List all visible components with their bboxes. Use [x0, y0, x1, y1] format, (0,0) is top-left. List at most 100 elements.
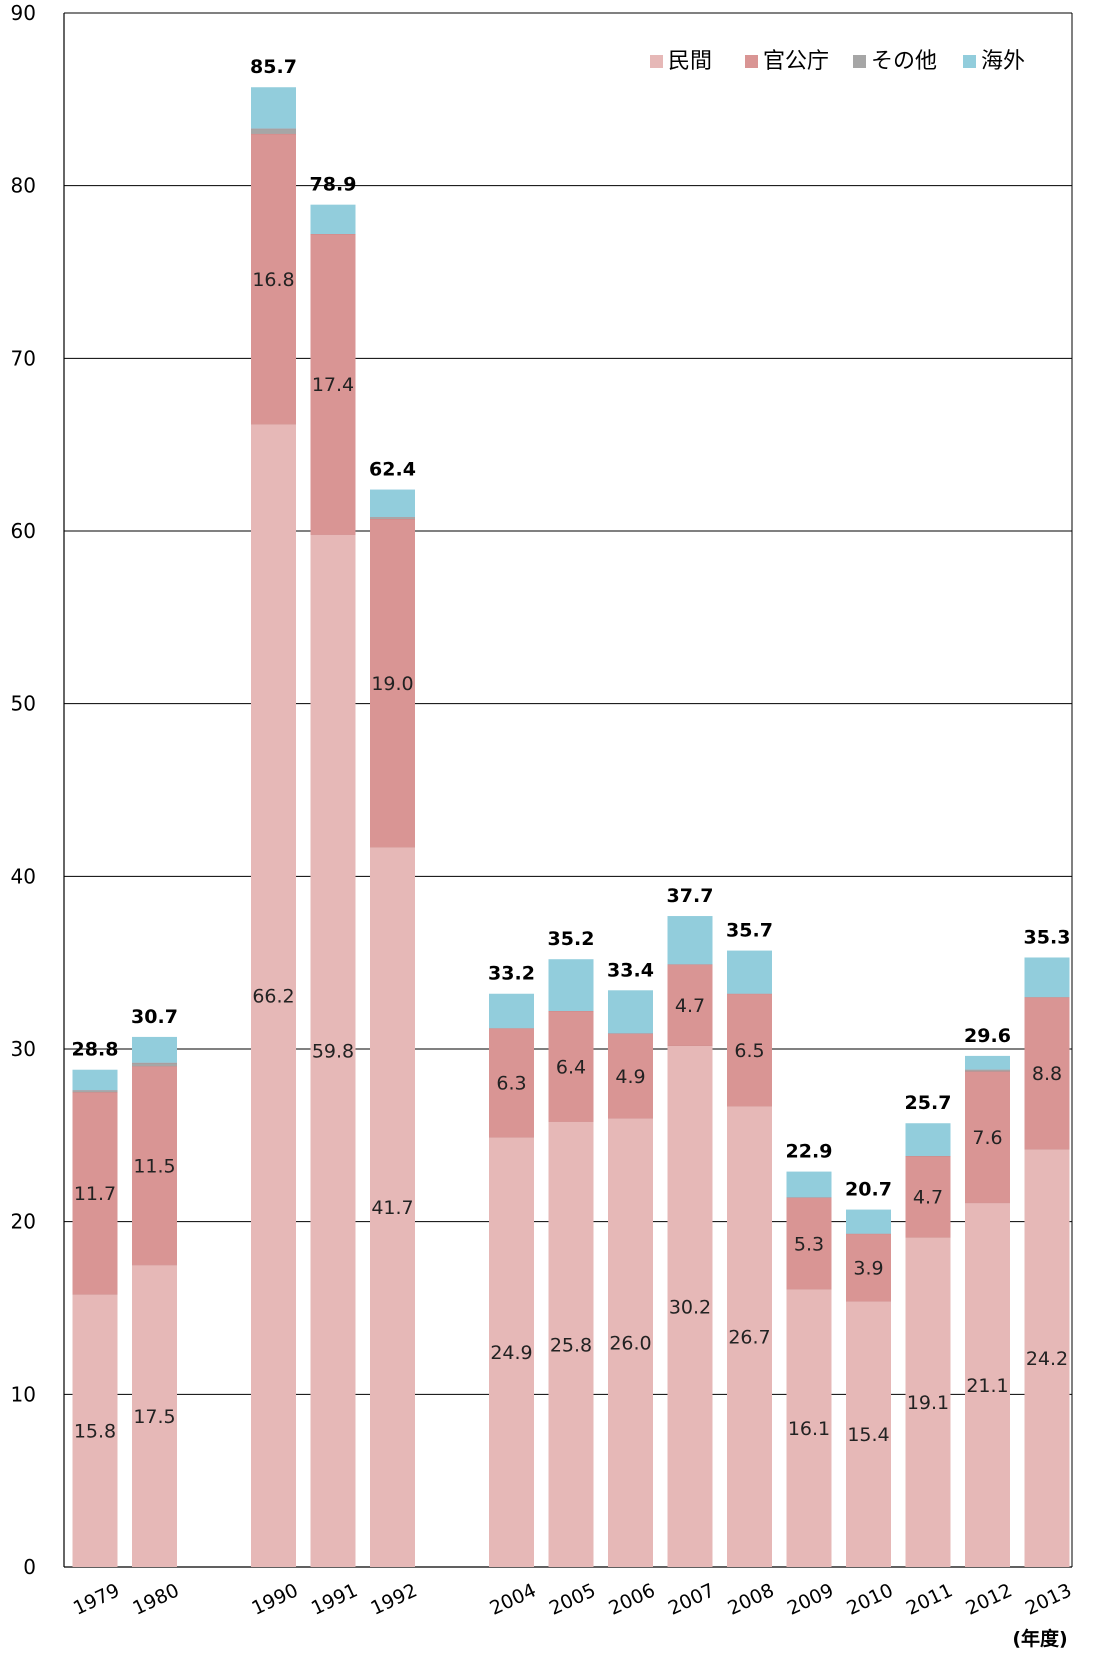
bar-segment [548, 1121, 594, 1567]
total-value-label: 28.8 [72, 1039, 119, 1061]
legend-entry: その他 [871, 49, 937, 74]
bar-segment [965, 1071, 1010, 1203]
segment-value-label: 30.2 [669, 1296, 711, 1318]
bar-segment [846, 1301, 891, 1567]
legend-entry: 海外 [981, 49, 1025, 74]
total-value-label: 30.7 [131, 1006, 178, 1028]
y-tick-label: 40 [11, 864, 36, 888]
bar-segment [905, 1156, 951, 1238]
total-value-label: 33.2 [488, 963, 535, 985]
bar-segment [965, 1069, 1010, 1072]
bar-segment [132, 1066, 177, 1265]
segment-value-label: 7.6 [972, 1127, 1002, 1149]
bar-segment [727, 950, 772, 994]
segment-value-label: 16.8 [252, 269, 294, 291]
total-value-label: 29.6 [964, 1025, 1011, 1047]
bar-segment [489, 1028, 534, 1138]
x-tick-label: 1990 [248, 1579, 301, 1619]
x-tick-label: 2006 [605, 1579, 658, 1619]
segment-value-label: 21.1 [966, 1375, 1008, 1397]
bar-segment [370, 518, 415, 847]
segment-value-label: 11.5 [133, 1156, 175, 1178]
segment-value-label: 11.7 [74, 1183, 116, 1205]
segment-value-label: 26.0 [609, 1333, 651, 1355]
segment-value-label: 66.2 [252, 985, 294, 1007]
segment-value-label: 15.8 [74, 1421, 116, 1443]
bar-segment [786, 1197, 832, 1290]
y-tick-label: 50 [11, 692, 36, 716]
bar-segment [72, 1090, 118, 1093]
bar-segment [251, 128, 296, 134]
segment-value-label: 4.9 [615, 1066, 645, 1088]
segment-value-label: 6.3 [496, 1073, 526, 1095]
x-tick-label: 1979 [70, 1579, 123, 1619]
segment-value-label: 41.7 [371, 1197, 413, 1219]
segment-value-label: 24.9 [490, 1342, 532, 1364]
segment-value-label: 59.8 [312, 1041, 354, 1063]
total-value-label: 78.9 [310, 174, 357, 196]
bar-segment [905, 1123, 951, 1157]
legend-swatch [650, 55, 663, 68]
bar-segment [310, 204, 356, 235]
segment-value-label: 3.9 [853, 1257, 883, 1279]
bar-segment [132, 1036, 177, 1063]
total-value-label: 35.3 [1024, 926, 1071, 948]
legend-swatch [963, 55, 976, 68]
bar-segment [489, 1137, 534, 1567]
legend-swatch [853, 55, 866, 68]
bar-segment [489, 993, 534, 1029]
total-value-label: 35.7 [726, 920, 773, 942]
total-value-label: 35.2 [548, 928, 595, 950]
segment-value-label: 24.2 [1026, 1348, 1068, 1370]
y-tick-label: 90 [11, 1, 36, 25]
segment-value-label: 25.8 [550, 1334, 592, 1356]
segment-value-label: 4.7 [913, 1187, 943, 1209]
bar-segment [1024, 1149, 1070, 1567]
bar-segment [965, 1202, 1010, 1567]
bar-segment [251, 423, 296, 1567]
y-tick-label: 60 [11, 519, 36, 543]
x-tick-label: 2008 [724, 1579, 777, 1619]
x-tick-label: 2009 [784, 1579, 837, 1619]
segment-value-label: 19.0 [371, 673, 413, 695]
total-value-label: 33.4 [607, 959, 654, 981]
bar-segment [786, 1171, 832, 1198]
total-value-label: 22.9 [786, 1141, 833, 1163]
bar-segment [251, 133, 296, 424]
segment-value-label: 8.8 [1032, 1063, 1062, 1085]
x-tick-label: 2013 [1022, 1579, 1075, 1619]
bar-segment [548, 959, 594, 1012]
y-tick-label: 70 [11, 346, 36, 370]
x-tick-label: 1980 [129, 1579, 182, 1619]
bar-segment [905, 1237, 951, 1567]
legend-entry: 民間 [668, 49, 712, 74]
bar-segment [370, 489, 415, 518]
bar-segment [667, 964, 713, 1046]
legend-entry: 官公庁 [763, 49, 829, 74]
segment-value-label: 6.4 [556, 1056, 586, 1078]
bar-segment [667, 916, 713, 965]
bar-segment [251, 87, 296, 129]
bar-segment [846, 1209, 891, 1234]
bar-segment [1024, 997, 1070, 1150]
total-value-label: 20.7 [845, 1179, 892, 1201]
bar-segment [727, 993, 772, 1106]
bar-segment [310, 534, 356, 1567]
x-unit-label: (年度) [1012, 1627, 1067, 1650]
bar-segment [1024, 957, 1070, 998]
y-tick-label: 0 [23, 1555, 36, 1579]
bar-segment [846, 1233, 891, 1302]
bar-segment [132, 1264, 177, 1567]
segment-value-label: 15.4 [847, 1424, 889, 1446]
segment-value-label: 5.3 [794, 1233, 824, 1255]
segment-value-label: 16.1 [788, 1418, 830, 1440]
segment-value-label: 17.5 [133, 1406, 175, 1428]
segment-value-label: 17.4 [312, 374, 354, 396]
bar-segment [72, 1092, 118, 1295]
segment-value-label: 26.7 [728, 1326, 770, 1348]
y-tick-label: 80 [11, 174, 36, 198]
bar-segment [310, 234, 356, 535]
bar-segment [608, 1118, 653, 1567]
